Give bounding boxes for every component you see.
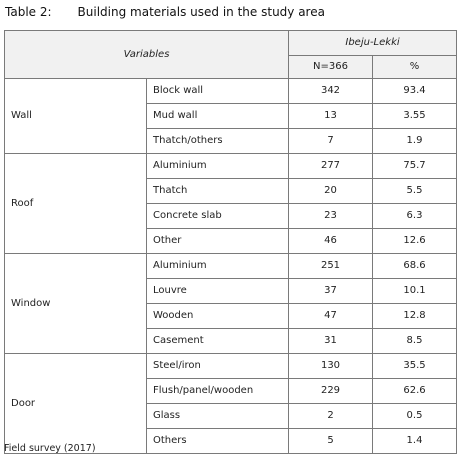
group-label: Window	[4, 253, 147, 354]
count-cell: 23	[288, 203, 373, 229]
location-header: Ibeju-Lekki	[287, 30, 458, 56]
material-cell: Aluminium	[146, 153, 289, 179]
source-note: Field survey (2017)	[4, 443, 96, 454]
count-cell: 342	[288, 78, 373, 104]
percent-cell: 35.5	[371, 353, 458, 379]
table-row: Flush/panel/wooden 229 62.6	[5, 378, 458, 404]
percent-cell: 93.4	[371, 78, 458, 104]
material-cell: Other	[146, 228, 289, 254]
table-row: Other 46 12.6	[5, 228, 458, 254]
percent-cell: 6.3	[371, 203, 458, 229]
count-cell: 13	[288, 103, 373, 129]
n-header: N=366	[288, 55, 373, 79]
count-cell: 5	[288, 428, 373, 454]
table-caption: Table 2: Building materials used in the s…	[5, 5, 325, 19]
count-cell: 46	[288, 228, 373, 254]
count-cell: 20	[288, 178, 373, 204]
material-cell: Steel/iron	[146, 353, 289, 379]
material-cell: Aluminium	[146, 253, 289, 279]
material-cell: Louvre	[146, 278, 289, 304]
count-cell: 229	[288, 378, 373, 404]
percent-cell: 62.6	[371, 378, 458, 404]
material-cell: Flush/panel/wooden	[146, 378, 289, 404]
table-title: Building materials used in the study are…	[77, 5, 325, 19]
variables-header: Variables	[4, 30, 289, 79]
count-cell: 47	[288, 303, 373, 329]
count-cell: 2	[288, 403, 373, 429]
group-label: Roof	[4, 153, 147, 254]
building-materials-table: Variables Ibeju-Lekki N=366 % Wall Block …	[4, 30, 458, 454]
table-row: Casement 31 8.5	[5, 328, 458, 354]
count-cell: 277	[288, 153, 373, 179]
count-cell: 130	[288, 353, 373, 379]
material-cell: Thatch	[146, 178, 289, 204]
percent-cell: 3.55	[371, 103, 458, 129]
table-number: Table 2:	[5, 5, 52, 19]
count-cell: 251	[288, 253, 373, 279]
table-row: Roof Aluminium 277 75.7	[4, 153, 458, 254]
percent-cell: 10.1	[371, 278, 458, 304]
material-cell: Block wall	[146, 78, 289, 104]
table-row: Concrete slab 23 6.3	[5, 203, 458, 229]
table-row: Window Aluminium 251 68.6	[4, 253, 458, 354]
percent-cell: 1.9	[371, 128, 458, 154]
percent-cell: 0.5	[371, 403, 458, 429]
percent-cell: 12.6	[371, 228, 458, 254]
material-cell: Mud wall	[146, 103, 289, 129]
percent-cell: 75.7	[371, 153, 458, 179]
material-cell: Glass	[146, 403, 289, 429]
percent-cell: 8.5	[371, 328, 458, 354]
count-cell: 7	[288, 128, 373, 154]
material-cell: Thatch/others	[146, 128, 289, 154]
percent-cell: 5.5	[371, 178, 458, 204]
group-label: Wall	[4, 78, 147, 154]
table-row: Louvre 37 10.1	[5, 278, 458, 304]
group-label: Door	[4, 353, 147, 454]
table-row: Wall Block wall 342 93.4	[4, 78, 458, 154]
percent-cell: 1.4	[371, 428, 458, 454]
table-row: Others 5 1.4	[5, 428, 458, 454]
material-cell: Concrete slab	[146, 203, 289, 229]
count-cell: 37	[288, 278, 373, 304]
count-cell: 31	[288, 328, 373, 354]
material-cell: Others	[146, 428, 289, 454]
table-row: Thatch/others 7 1.9	[5, 128, 458, 154]
percent-cell: 68.6	[371, 253, 458, 279]
table-body: Wall Block wall 342 93.4 Mud wall 13 3.55 Thatc…	[4, 78, 458, 454]
material-cell: Casement	[146, 328, 289, 354]
percent-header: %	[371, 55, 458, 79]
table-row: Door Steel/iron 130 35.5	[4, 353, 458, 454]
table-row: Wooden 47 12.8	[5, 303, 458, 329]
percent-cell: 12.8	[371, 303, 458, 329]
material-cell: Wooden	[146, 303, 289, 329]
